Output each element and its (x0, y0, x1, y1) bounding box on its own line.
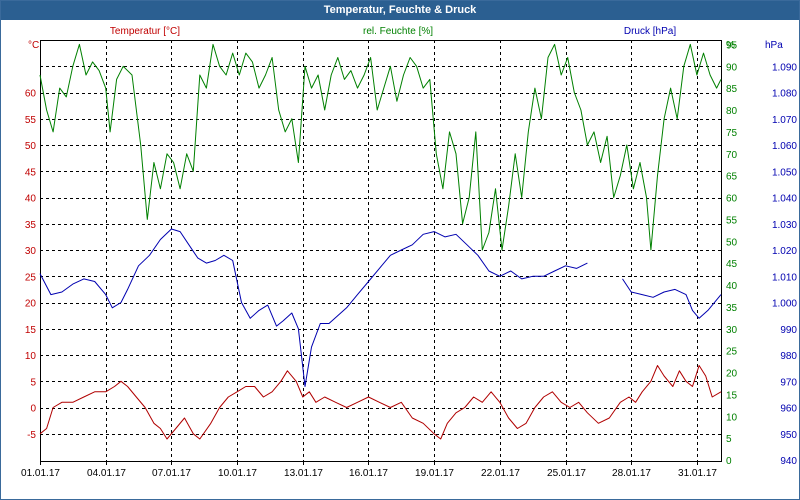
y-tick-label-temperature: 0 (30, 404, 36, 415)
y-tick-label-temperature: 25 (25, 272, 37, 283)
y-tick-label-pressure: 1.040 (772, 194, 797, 205)
y-tick-label-temperature: -5 (27, 430, 36, 441)
y-tick-label-temperature: 40 (25, 194, 37, 205)
y-tick-label-pressure: 1.070 (772, 115, 797, 126)
x-tick-label: 01.01.17 (21, 468, 60, 479)
y-tick-label-humidity: 60 (726, 194, 738, 205)
x-tick-label: 25.01.17 (547, 468, 586, 479)
y-tick-label-temperature: 5 (30, 377, 36, 388)
y-tick-label-pressure: 940 (780, 456, 797, 467)
y-tick-label-humidity: 90 (726, 62, 738, 73)
y-tick-label-humidity: 25 (726, 347, 738, 358)
axis-title-humidity: rel. Feuchte [%] (363, 26, 433, 37)
y-tick-label-humidity: 45 (726, 259, 738, 270)
x-tick-label: 10.01.17 (218, 468, 257, 479)
y-tick-label-pressure: 960 (780, 404, 797, 415)
y-tick-label-pressure: 1.010 (772, 272, 797, 283)
y-tick-label-humidity: 10 (726, 412, 738, 423)
x-tick-label: 22.01.17 (481, 468, 520, 479)
y-tick-label-pressure: 970 (780, 377, 797, 388)
y-tick-label-temperature: 55 (25, 115, 37, 126)
y-tick-label-temperature: 15 (25, 325, 37, 336)
y-axis-unit-humidity: % (726, 40, 735, 51)
plot-frame (40, 40, 722, 462)
y-tick-label-pressure: 990 (780, 325, 797, 336)
y-tick-label-humidity: 80 (726, 106, 738, 117)
y-tick-label-temperature: 45 (25, 167, 37, 178)
y-tick-label-humidity: 20 (726, 369, 738, 380)
y-tick-label-pressure: 1.080 (772, 89, 797, 100)
y-tick-label-temperature: 60 (25, 89, 37, 100)
y-tick-label-temperature: 10 (25, 351, 37, 362)
x-tick-label: 07.01.17 (152, 468, 191, 479)
y-tick-label-humidity: 0 (726, 456, 732, 467)
axis-title-pressure: Druck [hPa] (624, 26, 676, 37)
y-tick-label-humidity: 85 (726, 84, 738, 95)
x-tick-label: 16.01.17 (349, 468, 388, 479)
y-tick-label-temperature: 20 (25, 299, 37, 310)
x-tick-label: 28.01.17 (612, 468, 651, 479)
y-tick-label-pressure: 1.020 (772, 246, 797, 257)
y-tick-label-humidity: 55 (726, 215, 738, 226)
y-tick-label-humidity: 30 (726, 325, 738, 336)
y-tick-label-humidity: 50 (726, 237, 738, 248)
y-tick-label-pressure: 1.030 (772, 220, 797, 231)
series-line-humidity (39, 43, 722, 251)
axis-title-temperature: Temperatur [°C] (110, 26, 180, 37)
y-tick-label-pressure: 1.060 (772, 141, 797, 152)
y-tick-label-pressure: 1.000 (772, 299, 797, 310)
x-tick-label: 13.01.17 (284, 468, 323, 479)
y-tick-label-temperature: 30 (25, 246, 37, 257)
y-tick-label-pressure: 950 (780, 430, 797, 441)
series-line-pressure (39, 228, 722, 387)
y-tick-label-humidity: 70 (726, 150, 738, 161)
x-tick-label: 19.01.17 (415, 468, 454, 479)
x-tick-label: 04.01.17 (87, 468, 126, 479)
plot-area (40, 40, 721, 461)
y-tick-label-humidity: 35 (726, 303, 738, 314)
chart-title: Temperatur, Feuchte & Druck (1, 1, 799, 20)
y-axis-unit-pressure: hPa (765, 40, 783, 51)
y-tick-label-humidity: 40 (726, 281, 738, 292)
y-axis-unit-temperature: °C (28, 40, 39, 51)
y-tick-label-humidity: 95 (726, 40, 738, 51)
y-tick-label-humidity: 5 (726, 434, 732, 445)
y-tick-label-pressure: 980 (780, 351, 797, 362)
y-tick-label-pressure: 1.050 (772, 167, 797, 178)
y-tick-label-temperature: 35 (25, 220, 37, 231)
y-tick-label-humidity: 15 (726, 390, 738, 401)
y-tick-label-humidity: 65 (726, 172, 738, 183)
y-tick-label-humidity: 75 (726, 128, 738, 139)
y-tick-label-temperature: 50 (25, 141, 37, 152)
x-tick-label: 31.01.17 (678, 468, 717, 479)
y-tick-label-pressure: 1.090 (772, 62, 797, 73)
series-line-temperature (39, 365, 722, 440)
